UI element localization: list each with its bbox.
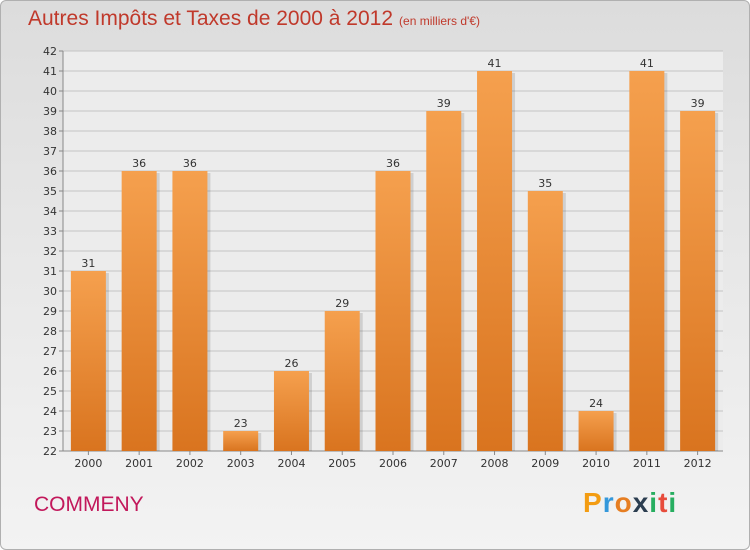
value-label: 35 [538,177,552,190]
value-label: 41 [640,57,654,70]
bar-2004 [273,371,309,451]
logo-letter: r [602,487,615,518]
logo-letter: t [658,487,669,518]
y-tick-label: 27 [43,345,57,358]
bar-2001 [121,171,157,451]
x-tick-label: 2009 [531,457,559,470]
bar-2008 [477,71,513,451]
bar-2012 [680,111,716,451]
chart-title-text: Autres Impôts et Taxes de 2000 à 2012 [28,7,394,30]
y-tick-label: 33 [43,225,57,238]
x-tick-label: 2010 [582,457,610,470]
x-tick-label: 2007 [430,457,458,470]
value-label: 41 [488,57,502,70]
x-tick-label: 2012 [684,457,712,470]
y-tick-label: 35 [43,185,57,198]
value-label: 23 [234,417,248,430]
bar-2009 [527,191,563,451]
logo-letter: i [668,487,678,518]
value-label: 24 [589,397,603,410]
chart-title: Autres Impôts et Taxes de 2000 à 2012 (en… [28,7,480,31]
y-tick-label: 34 [43,205,57,218]
y-tick-label: 41 [43,65,57,78]
y-tick-label: 29 [43,305,57,318]
x-tick-label: 2005 [328,457,356,470]
x-tick-label: 2001 [125,457,153,470]
city-name: COMMENY [34,493,144,516]
chart-unit: (en milliers d'€) [399,14,481,28]
bar-2006 [375,171,411,451]
y-tick-label: 25 [43,385,57,398]
bar-2007 [426,111,462,451]
bar-2003 [223,431,259,451]
y-tick-label: 38 [43,125,57,138]
logo-letter: o [614,487,633,518]
y-tick-label: 24 [43,405,57,418]
y-tick-label: 37 [43,145,57,158]
y-tick-label: 36 [43,165,57,178]
x-tick-label: 2008 [481,457,509,470]
value-label: 36 [386,157,400,170]
logo-letter: P [583,487,603,518]
y-tick-label: 23 [43,425,57,438]
x-tick-label: 2004 [277,457,305,470]
value-label: 26 [284,357,298,370]
y-tick-label: 39 [43,105,57,118]
value-label: 36 [183,157,197,170]
bar-2002 [172,171,208,451]
value-label: 39 [437,97,451,110]
x-tick-label: 2002 [176,457,204,470]
logo-letter: x [632,487,650,518]
y-tick-label: 32 [43,245,57,258]
x-tick-label: 2011 [633,457,661,470]
bar-2000 [70,271,106,451]
y-tick-label: 22 [43,445,57,458]
value-label: 36 [132,157,146,170]
y-tick-label: 30 [43,285,57,298]
y-tick-label: 40 [43,85,57,98]
x-tick-label: 2006 [379,457,407,470]
value-label: 31 [81,257,95,270]
y-tick-label: 28 [43,325,57,338]
value-label: 29 [335,297,349,310]
logo-letter: i [649,487,659,518]
bar-2005 [324,311,360,451]
y-tick-label: 31 [43,265,57,278]
x-tick-label: 2000 [74,457,102,470]
x-tick-label: 2003 [227,457,255,470]
value-label: 39 [691,97,705,110]
bar-2011 [629,71,665,451]
y-tick-label: 26 [43,365,57,378]
proxiti-logo: Proxiti [583,487,677,519]
bars [70,71,719,451]
labels: 22 23 24 25 26 27 28 29 30 31 32 33 34 35 36 37 38 39 40 41… [43,45,712,470]
bar-2010 [578,411,614,451]
y-tick-label: 42 [43,45,57,58]
